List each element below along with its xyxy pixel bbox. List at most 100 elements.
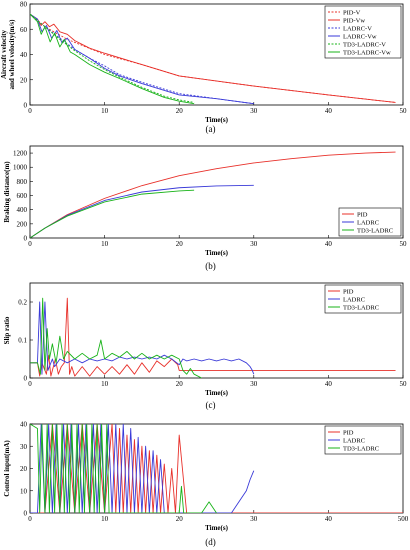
series-line-td3-ladrc bbox=[30, 424, 217, 513]
x-tick-label: 30 bbox=[250, 107, 258, 115]
x-tick-label: 40 bbox=[325, 380, 333, 388]
y-axis-label: and wheel velocity(m/s) bbox=[8, 19, 16, 90]
legend-label: TD3-LADRC bbox=[357, 227, 393, 234]
y-tick-label: 400 bbox=[17, 206, 28, 214]
y-tick-label: 80 bbox=[20, 1, 28, 9]
series-line-pid bbox=[30, 297, 396, 377]
y-tick-label: 0 bbox=[24, 235, 28, 243]
x-tick-label: 10 bbox=[101, 380, 109, 388]
chart-panel-2: 0 10 20 30 40 50 0 0.1 0.2 Time(s) Slip ratio PIDLA… bbox=[3, 282, 408, 410]
series-group bbox=[30, 151, 396, 238]
legend-label: TD3-LADRC-Vw bbox=[343, 49, 391, 56]
y-tick-label: 20 bbox=[20, 465, 28, 473]
x-tick-label: 40 bbox=[325, 515, 333, 523]
x-tick-label: 20 bbox=[176, 380, 184, 388]
x-tick-label: 30 bbox=[250, 515, 258, 523]
series-line-td3-ladrc-v bbox=[30, 13, 195, 103]
series-line-td3-ladrc-vw bbox=[30, 13, 195, 105]
series-group bbox=[30, 13, 396, 105]
y-tick-label: 800 bbox=[17, 178, 28, 186]
series-line-ladrc bbox=[30, 301, 255, 375]
legend-label: PID-Vw bbox=[343, 17, 365, 24]
x-tick-label: 50 bbox=[400, 380, 408, 388]
x-tick-label: 50 bbox=[400, 107, 408, 115]
x-tick-label: 0 bbox=[28, 515, 32, 523]
plot-frame bbox=[29, 282, 404, 379]
chart-panel-1: 0 10 20 30 40 50 0 200 400 600 800 1000 1200 Time(s) B… bbox=[3, 145, 408, 271]
x-tick-label: 10 bbox=[101, 107, 109, 115]
series-line-td3-ladrc bbox=[30, 189, 195, 238]
panel-label: (a) bbox=[206, 124, 216, 134]
legend-box bbox=[324, 5, 402, 59]
legend-label: LADRC-Vw bbox=[343, 33, 377, 40]
y-tick-label: 600 bbox=[17, 192, 28, 200]
legend-label: PID bbox=[357, 211, 368, 218]
plot-frame bbox=[29, 145, 404, 239]
y-axis-label: Control input(mA) bbox=[3, 440, 11, 497]
y-tick-label: 40 bbox=[20, 421, 28, 429]
series-line-ladrc-v bbox=[30, 13, 254, 105]
series-line-pid-vw bbox=[30, 13, 396, 103]
legend-label: LADRC bbox=[343, 437, 365, 444]
panel-label: (d) bbox=[205, 537, 216, 547]
y-tick-label: 40 bbox=[20, 51, 28, 59]
series-line-ladrc-vw bbox=[30, 13, 254, 105]
y-tick-label: 0 bbox=[24, 375, 28, 383]
y-tick-label: 20 bbox=[20, 76, 28, 84]
legend-label: LADRC-V bbox=[343, 25, 372, 32]
legend-label: PID-V bbox=[343, 9, 361, 16]
y-tick-label: 0 bbox=[24, 510, 28, 518]
series-line-ladrc bbox=[30, 184, 254, 238]
panel-label: (b) bbox=[205, 261, 216, 271]
y-tick-label: 1200 bbox=[13, 150, 28, 158]
x-tick-label: 40 bbox=[325, 240, 333, 248]
chart-panel-3: 0 10 20 30 40 500 0 10 20 30 40 Time(s) Control inpu… bbox=[3, 421, 409, 548]
x-tick-label: 0 bbox=[28, 107, 32, 115]
legend-label: TD3-LADRC-V bbox=[343, 41, 386, 48]
legend-label: TD3-LADRC bbox=[343, 445, 379, 452]
panel-label: (c) bbox=[206, 400, 216, 410]
x-axis-label: Time(s) bbox=[205, 524, 228, 532]
legend-label: LADRC bbox=[357, 219, 379, 226]
x-tick-label: 10 bbox=[101, 515, 109, 523]
legend-label: LADRC bbox=[343, 296, 365, 303]
x-tick-label: 20 bbox=[176, 107, 184, 115]
y-tick-label: 1000 bbox=[13, 164, 28, 172]
y-tick-label: 0.2 bbox=[18, 299, 27, 307]
chart-panel-0: 0 10 20 30 40 50 0 20 40 60 80 Time(s) Aircraft velo… bbox=[0, 1, 407, 135]
x-tick-label: 0 bbox=[28, 240, 32, 248]
y-tick-label: 30 bbox=[20, 443, 28, 451]
x-tick-label: 10 bbox=[101, 240, 109, 248]
x-tick-label: 50 bbox=[400, 240, 408, 248]
x-tick-label: 0 bbox=[28, 380, 32, 388]
y-tick-label: 200 bbox=[17, 220, 28, 228]
series-group bbox=[30, 424, 403, 513]
series-line-td3-ladrc bbox=[30, 297, 202, 378]
series-group bbox=[30, 297, 396, 378]
legend-label: TD3-LADRC bbox=[343, 304, 379, 311]
x-tick-label: 20 bbox=[176, 240, 184, 248]
x-tick-label: 500 bbox=[398, 515, 409, 523]
x-axis-label: Time(s) bbox=[205, 116, 228, 124]
x-tick-label: 40 bbox=[325, 107, 333, 115]
y-tick-label: 0 bbox=[24, 102, 28, 110]
series-line-pid bbox=[30, 151, 396, 238]
x-tick-label: 20 bbox=[176, 515, 184, 523]
x-tick-label: 30 bbox=[250, 380, 258, 388]
y-tick-label: 10 bbox=[20, 487, 28, 495]
legend-label: PID bbox=[343, 288, 354, 295]
legend: PID-VPID-VwLADRC-VLADRC-VwTD3-LADRC-VTD3… bbox=[324, 5, 402, 59]
y-axis-label: Braking distance(m) bbox=[3, 161, 11, 223]
y-axis-label: Aircraft velocity bbox=[0, 29, 8, 79]
y-axis-label: Slip ratio bbox=[3, 316, 11, 344]
x-tick-label: 30 bbox=[250, 240, 258, 248]
legend-label: PID bbox=[343, 429, 354, 436]
x-axis-label: Time(s) bbox=[205, 389, 228, 397]
y-tick-label: 60 bbox=[20, 26, 28, 34]
y-tick-label: 0.1 bbox=[18, 337, 27, 345]
x-axis-label: Time(s) bbox=[205, 249, 228, 257]
